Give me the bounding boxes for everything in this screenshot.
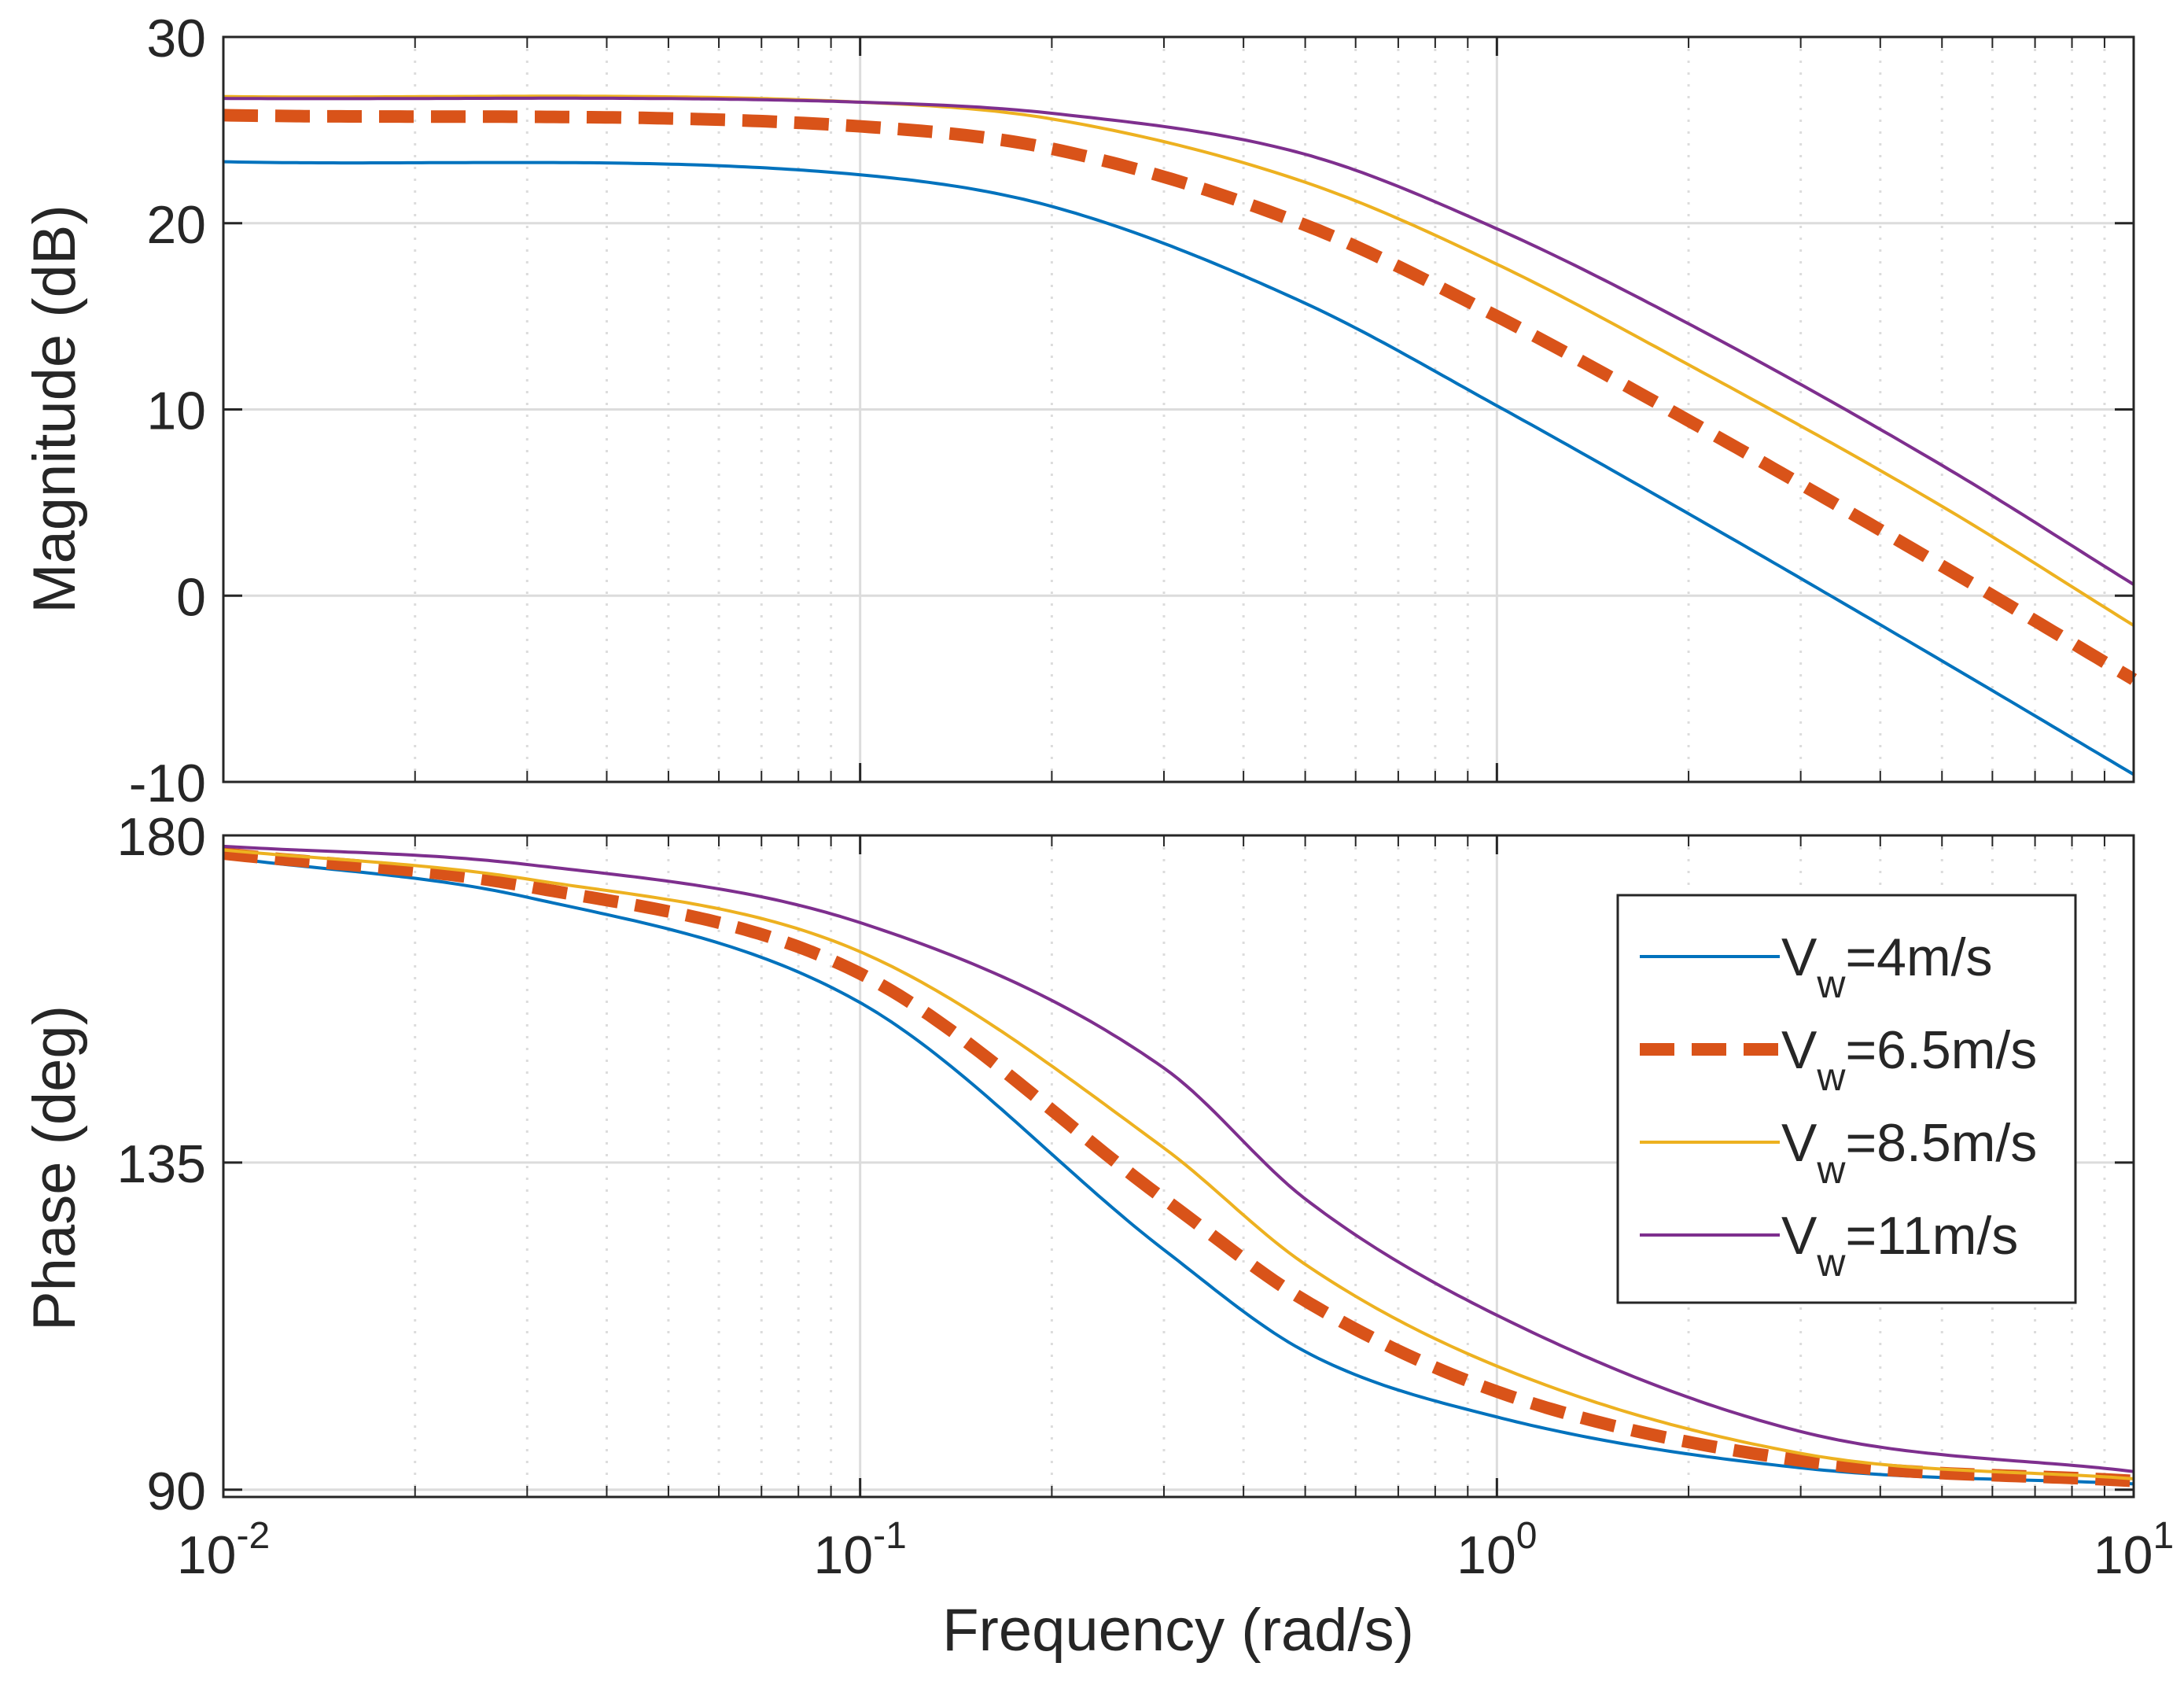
legend-label-main: V (1781, 1020, 1818, 1080)
x-tick-label: 101 (2094, 1515, 2174, 1585)
legend-label-main: V (1781, 927, 1818, 987)
legend-label-main: V (1781, 1206, 1818, 1266)
x-tick-base: 10 (177, 1525, 237, 1585)
magnitude-series-group (223, 94, 2138, 776)
magnitude-tick-marks (222, 35, 2135, 783)
x-tick-exponent: 0 (1516, 1515, 1538, 1557)
x-tick-exponent: 1 (2153, 1515, 2174, 1557)
x-tick-labels: 10-2 10-1 100 101 (177, 1515, 2174, 1585)
x-tick-label: 10-2 (177, 1515, 270, 1585)
x-tick-base: 10 (814, 1525, 874, 1585)
magnitude-y-tick-label: 30 (146, 9, 206, 68)
magnitude-y-tick-label: -10 (129, 754, 206, 813)
x-tick-exponent: -2 (236, 1515, 270, 1557)
legend-label-subscript: w (1816, 1148, 1846, 1192)
x-tick-base: 10 (2094, 1525, 2153, 1585)
phase-y-tick-label: 180 (117, 807, 206, 867)
legend-label-subscript: w (1816, 1055, 1846, 1099)
phase-tick-marks (222, 834, 2135, 1497)
phase-y-tick-label: 90 (146, 1462, 206, 1521)
phase-y-tick-label: 135 (117, 1134, 206, 1194)
magnitude-line-vw85 (223, 94, 2135, 627)
magnitude-panel: -10 0 10 20 30 Magnitude (dB) (21, 9, 2138, 813)
legend-label-value: =8.5m/s (1845, 1113, 2037, 1173)
phase-line-vw11 (223, 844, 2134, 1473)
phase-ylabel: Phase (deg) (21, 1005, 88, 1331)
x-axis-label: Frequency (rad/s) (942, 1597, 1414, 1664)
legend-label-main: V (1781, 1113, 1818, 1173)
legend-label-vw4: Vw=4m/s (1781, 927, 1993, 1006)
legend-label-vw65: Vw=6.5m/s (1781, 1020, 2037, 1099)
phase-line-vw65 (223, 847, 2134, 1488)
legend-label-vw85: Vw=8.5m/s (1781, 1113, 2037, 1192)
legend-label-value: =4m/s (1845, 927, 1992, 987)
legend: Vw=4m/sVw=6.5m/sVw=8.5m/sVw=11m/s (1616, 894, 2077, 1304)
magnitude-line-vw65 (223, 109, 2138, 685)
phase-line-vw85 (223, 848, 2134, 1480)
magnitude-line-vw11 (223, 96, 2135, 586)
magnitude-y-tick-label: 10 (146, 382, 206, 441)
legend-label-value: =6.5m/s (1845, 1020, 2037, 1080)
phase-series-group (223, 844, 2134, 1488)
magnitude-y-tick-label: 0 (176, 567, 206, 627)
legend-label-subscript: w (1816, 962, 1846, 1006)
phase-line-vw4 (223, 855, 2134, 1486)
magnitude-ylabel: Magnitude (dB) (21, 205, 88, 614)
legend-label-value: =11m/s (1845, 1206, 2018, 1266)
legend-label-vw11: Vw=11m/s (1781, 1206, 2018, 1285)
phase-y-tick-labels: 90 135 180 (117, 807, 206, 1521)
x-tick-exponent: -1 (873, 1515, 907, 1557)
magnitude-line-vw4 (223, 160, 2135, 776)
x-tick-base: 10 (1457, 1525, 1516, 1585)
x-tick-label: 10-1 (814, 1515, 907, 1585)
phase-axes-box (222, 834, 2135, 1499)
magnitude-y-tick-label: 20 (146, 195, 206, 255)
x-tick-label: 100 (1457, 1515, 1537, 1585)
magnitude-y-tick-labels: -10 0 10 20 30 (129, 9, 206, 813)
legend-label-subscript: w (1816, 1241, 1846, 1285)
